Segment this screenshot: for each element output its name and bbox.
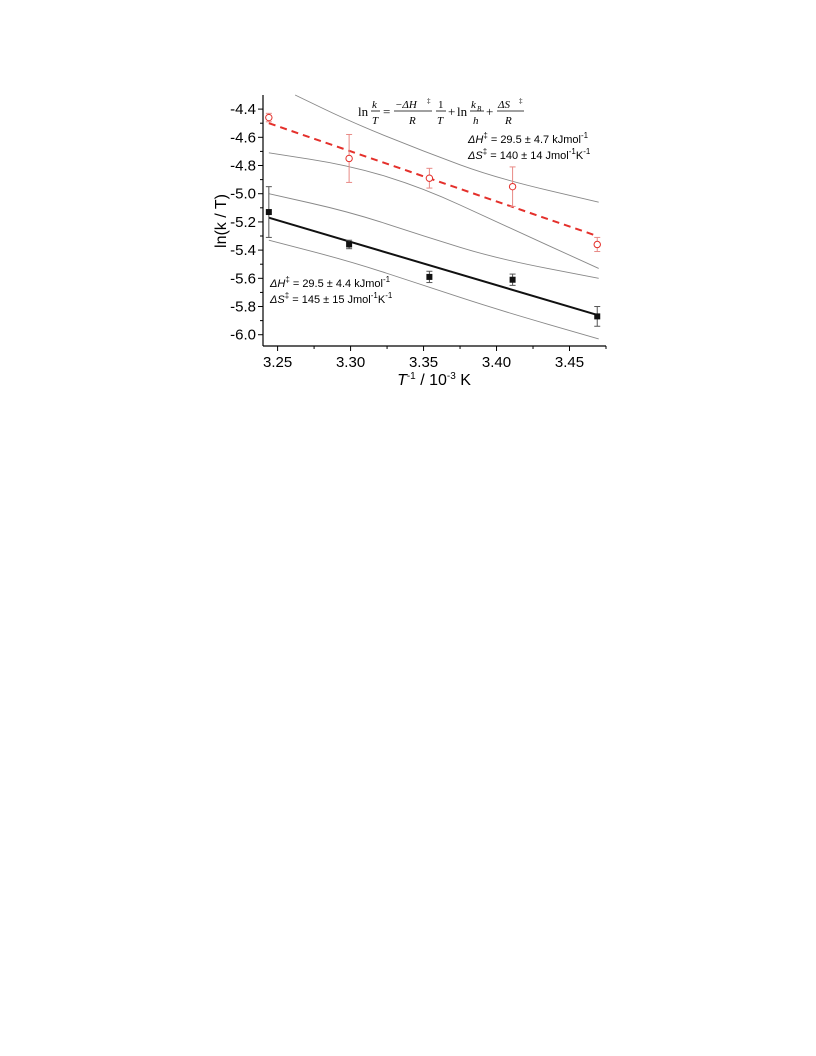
open-fit-line <box>268 122 598 237</box>
eq-den3: R <box>504 115 512 127</box>
filled-confidence-upper <box>268 193 599 279</box>
eq-ln2: ln <box>457 104 468 119</box>
fit-lines <box>268 122 598 316</box>
x-label-sup: -1 <box>407 371 416 382</box>
eq-one: 1 <box>438 99 444 111</box>
y-tick-label: -4.8 <box>230 158 256 175</box>
open-circle-point <box>508 182 517 191</box>
y-tick-label: -4.6 <box>230 129 256 146</box>
x-tick-label: 3.45 <box>555 354 584 371</box>
x-tick-label: 3.25 <box>263 354 292 371</box>
eq-den1: R <box>408 115 416 127</box>
y-tick-label: -5.0 <box>230 186 256 203</box>
open-dh: ΔH‡ = 29.5 ± 4.7 kJmol-1 <box>467 131 589 146</box>
eq-k: k <box>372 99 378 111</box>
open-circle-point <box>345 154 353 163</box>
y-tick-label: -4.4 <box>230 101 256 118</box>
axis-ticks: 3.25 3.30 3.35 3.40 3.45 -4.4 -4.6 -4.8 -5.0 -5.2… <box>230 101 607 371</box>
y-tick-label: -6.0 <box>230 327 256 344</box>
eyring-equation: ln k T = −ΔH ‡ R 1 T + ln k B h + ΔS ‡ R <box>358 97 524 127</box>
filled-ds: ΔS‡ = 145 ± 15 Jmol-1K-1 <box>269 291 393 306</box>
eq-num1: −ΔH <box>395 99 418 111</box>
eq-T2: T <box>437 115 444 127</box>
eq-T: T <box>372 115 379 127</box>
eq-kB: k <box>471 99 477 111</box>
x-label-rest: / 10 <box>416 372 447 389</box>
open-ds: ΔS‡ = 140 ± 14 Jmol-1K-1 <box>467 147 591 162</box>
filled-square-point <box>265 209 272 216</box>
open-confidence-lower <box>268 152 599 269</box>
confidence-bands <box>268 94 599 340</box>
x-tick-label: 3.35 <box>409 354 438 371</box>
eq-plus2: + <box>486 104 493 119</box>
x-tick-label: 3.40 <box>482 354 511 371</box>
filled-square-point <box>509 276 516 283</box>
data-points <box>265 113 601 320</box>
y-tick-label: -5.8 <box>230 299 256 316</box>
annotation-open-series: ΔH‡ = 29.5 ± 4.7 kJmol-1 ΔS‡ = 140 ± 14 … <box>467 131 591 162</box>
x-label-main: T <box>397 372 408 389</box>
annotation-filled-series: ΔH‡ = 29.5 ± 4.4 kJmol-1 ΔS‡ = 145 ± 15 … <box>269 275 393 306</box>
y-axis-label: ln(k / T) <box>213 194 230 248</box>
eq-equals: = <box>383 104 390 119</box>
x-tick-label: 3.30 <box>336 354 365 371</box>
filled-square-point <box>426 273 433 280</box>
eq-kB-sub: B <box>477 105 482 113</box>
eq-ln: ln <box>358 104 369 119</box>
eq-num3: ΔS <box>497 99 510 111</box>
x-label-unit: K <box>456 372 471 389</box>
open-confidence-upper <box>294 94 599 203</box>
eq-num1-sup: ‡ <box>427 97 431 105</box>
filled-square-point <box>594 313 601 320</box>
y-tick-label: -5.4 <box>230 242 256 259</box>
filled-confidence-lower <box>268 239 599 340</box>
filled-dh: ΔH‡ = 29.5 ± 4.4 kJmol-1 <box>269 275 391 290</box>
y-tick-label: -5.6 <box>230 270 256 287</box>
open-circle-point <box>593 240 601 249</box>
eq-num3-sup: ‡ <box>519 97 523 105</box>
filled-fit-line <box>268 216 598 316</box>
filled-square-point <box>346 241 353 248</box>
x-label-sup2: -3 <box>447 371 456 382</box>
y-tick-label: -5.2 <box>230 214 256 231</box>
eq-h: h <box>473 115 479 127</box>
open-circle-point <box>425 174 434 182</box>
x-axis-label: T-1 / 10-3 K <box>397 371 471 389</box>
open-circle-point <box>265 113 273 122</box>
eq-plus1: + <box>448 104 455 119</box>
